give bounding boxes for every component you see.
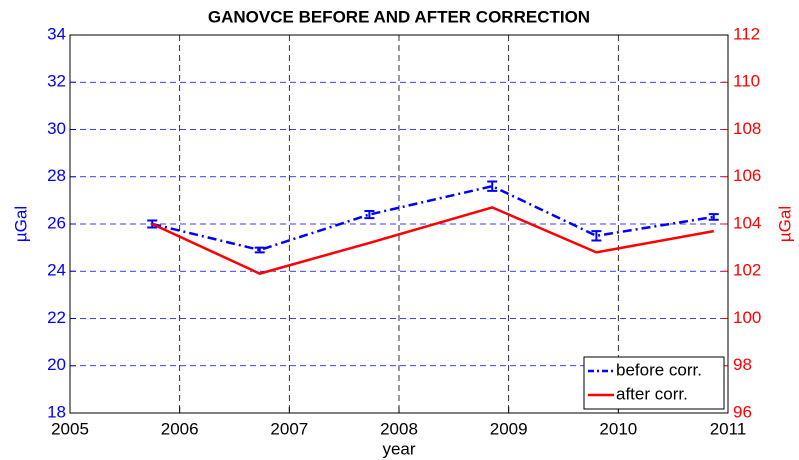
y-tick-label: 20 [47,355,66,374]
series-line [151,184,714,252]
y-tick-label: 32 [47,72,66,91]
y2-tick-label: 106 [733,166,761,185]
y2-axis-label: µGal [775,206,794,242]
y-tick-label: 26 [47,213,66,232]
y2-tick-label: 98 [733,355,752,374]
series-line [151,206,714,275]
y-tick-label: 18 [47,402,66,421]
plot-frame [69,34,729,414]
y2-tick-label: 104 [733,213,761,232]
error-bar [254,246,265,254]
y-tick-label: 28 [47,166,66,185]
chart-title: GANOVCE BEFORE AND AFTER CORRECTION [208,7,590,26]
x-tick-label: 2011 [710,419,747,438]
y2-tick-label: 102 [733,261,761,280]
y-tick-label: 22 [47,308,66,327]
error-bar [487,180,498,192]
y-axis-label: µGal [11,206,30,242]
y-tick-label: 24 [47,261,66,280]
x-tick-label: 2007 [270,419,308,438]
y-tick-label: 34 [47,24,66,43]
y2-tick-label: 108 [733,119,761,138]
error-bar [708,213,719,221]
y2-tick-label: 110 [733,72,760,91]
legend-label: before corr. [616,360,702,379]
y2-tick-label: 112 [733,24,760,43]
y-tick-label: 30 [47,119,66,138]
legend-label: after corr. [616,384,688,403]
legend-box [583,356,725,410]
x-tick-label: 2008 [380,419,418,438]
x-tick-label: 2010 [599,419,637,438]
error-bar [364,210,375,220]
x-axis-label: year [382,439,415,458]
y2-tick-label: 100 [733,308,761,327]
x-tick-label: 2009 [490,419,528,438]
error-bar [591,230,602,242]
x-tick-label: 2006 [161,419,199,438]
x-tick-label: 2005 [51,419,89,438]
y2-tick-label: 96 [733,402,752,421]
